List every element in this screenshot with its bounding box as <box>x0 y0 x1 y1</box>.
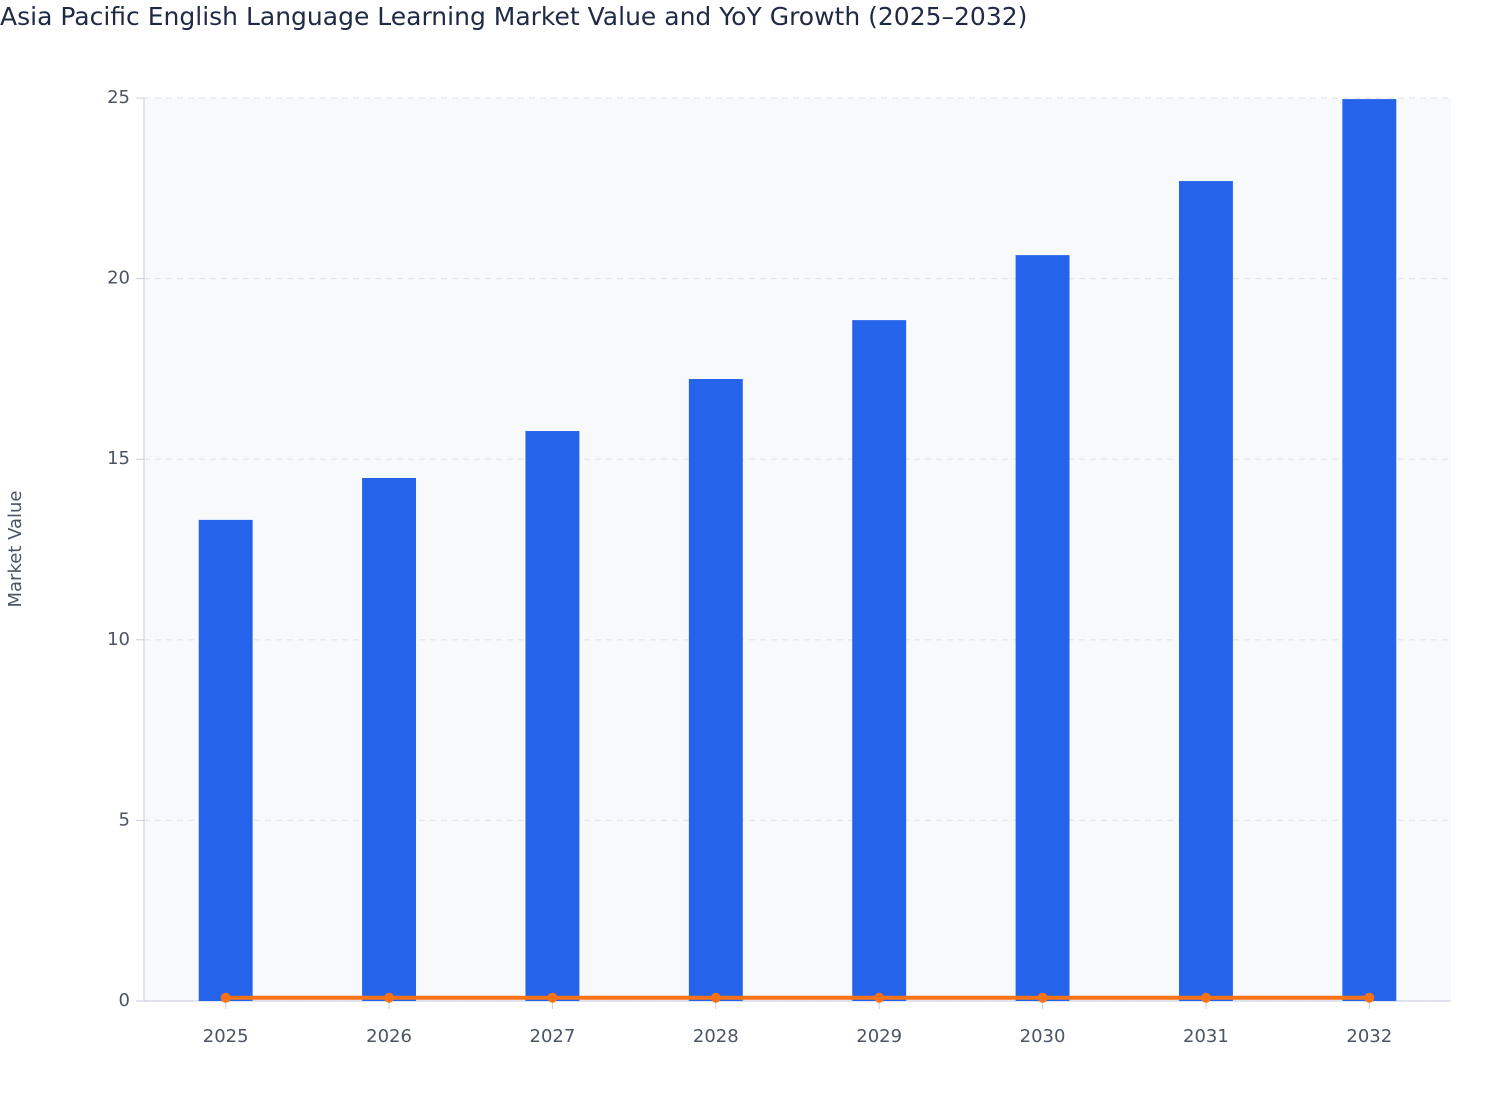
bar <box>362 477 417 1001</box>
y-tick-label: 5 <box>119 809 130 830</box>
y-tick-label: 0 <box>119 990 130 1011</box>
x-tick-label: 2028 <box>693 1026 739 1047</box>
y-tick-label: 15 <box>107 448 130 469</box>
line-marker <box>220 992 231 1003</box>
bar <box>1342 99 1397 1001</box>
bar <box>1015 255 1070 1001</box>
x-tick-label: 2031 <box>1183 1026 1229 1047</box>
bar <box>852 320 907 1001</box>
bar <box>525 431 580 1002</box>
x-tick-label: 2027 <box>530 1026 576 1047</box>
chart-title: Asia Pacific English Language Learning M… <box>0 2 1027 31</box>
y-axis-label: Market Value <box>5 490 26 607</box>
x-tick-label: 2032 <box>1346 1026 1392 1047</box>
bar <box>1178 181 1233 1002</box>
y-tick-label: 10 <box>107 629 130 650</box>
y-tick-label: 20 <box>107 268 130 289</box>
line-marker <box>1364 992 1375 1003</box>
line-marker <box>1200 992 1211 1003</box>
y-tick-label: 25 <box>107 87 130 108</box>
bar <box>688 379 743 1001</box>
line-marker <box>547 992 558 1003</box>
line-marker <box>710 992 721 1003</box>
line-marker <box>874 992 885 1003</box>
x-tick-label: 2030 <box>1020 1026 1066 1047</box>
plot-background <box>144 98 1451 1001</box>
x-tick-label: 2026 <box>366 1026 412 1047</box>
line-marker <box>384 992 395 1003</box>
x-tick-label: 2029 <box>856 1026 902 1047</box>
x-tick-label: 2025 <box>203 1026 249 1047</box>
bar <box>198 519 253 1001</box>
line-marker <box>1037 992 1048 1003</box>
